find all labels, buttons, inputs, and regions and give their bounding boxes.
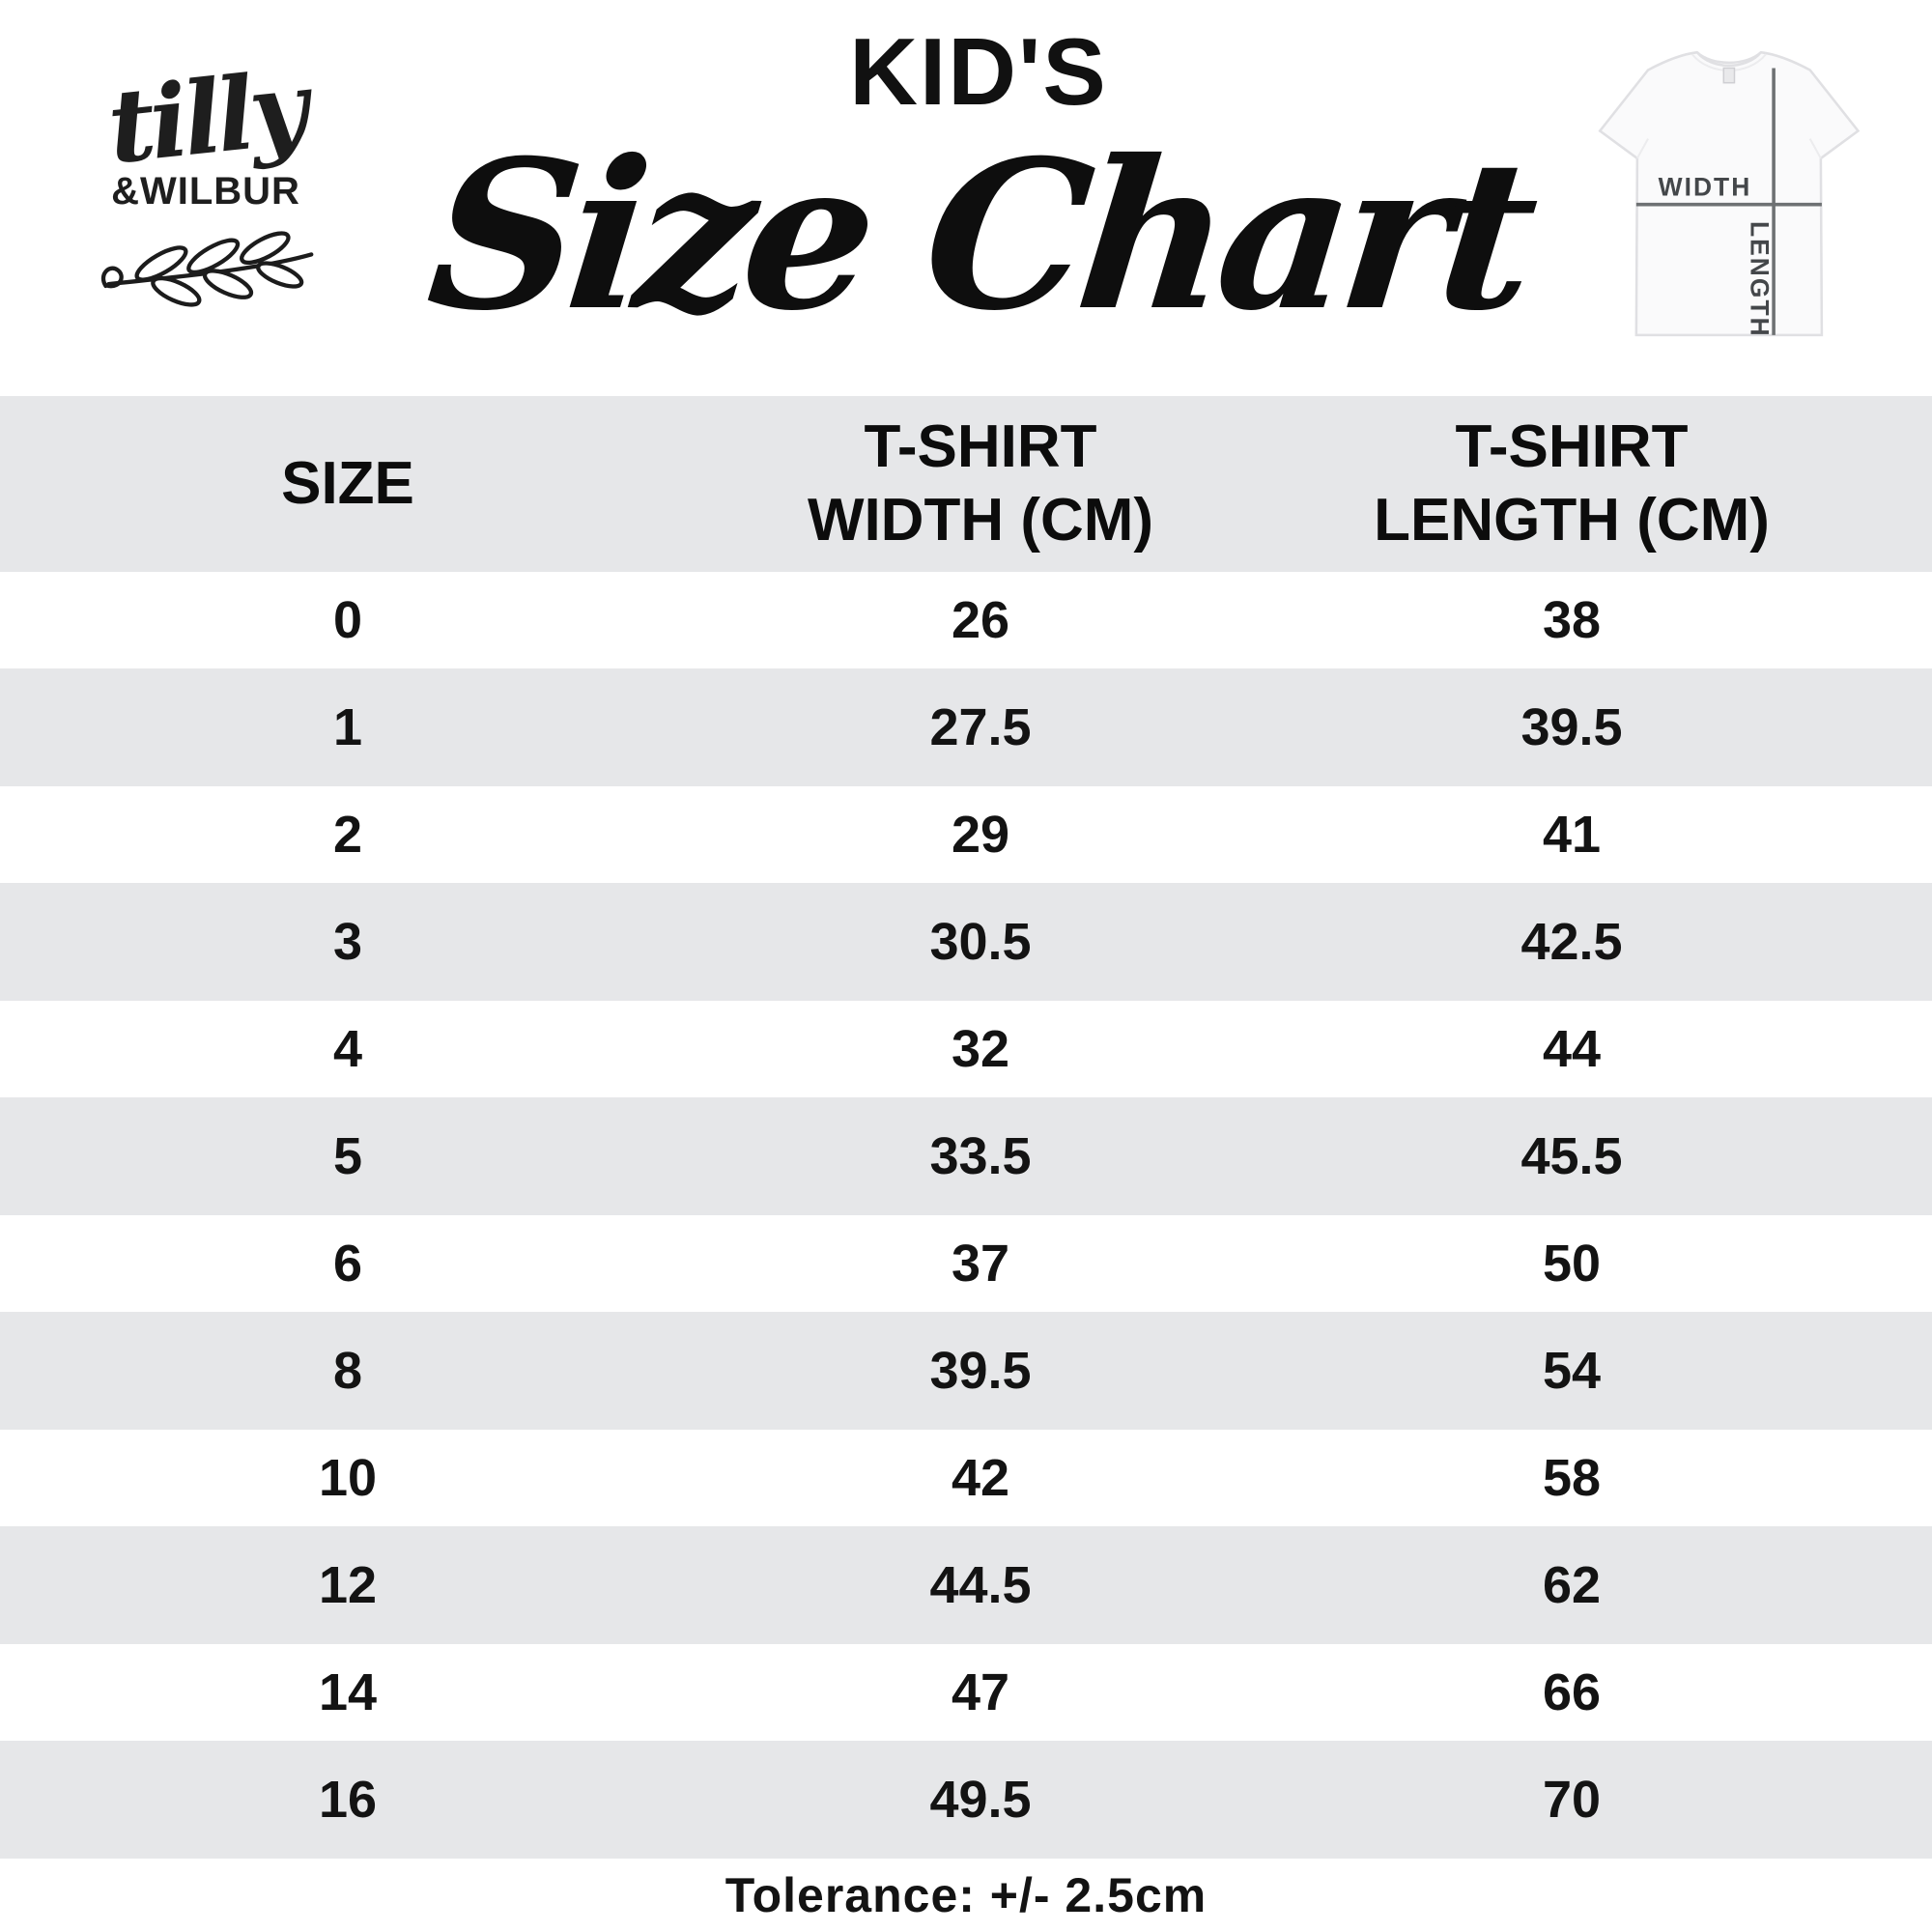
width-value: 26 <box>951 591 1010 649</box>
table-row-size-12: 12 44.5 62 <box>0 1526 1932 1644</box>
length-value: 50 <box>1542 1235 1602 1293</box>
size-value: 10 <box>318 1449 378 1507</box>
size-value: 2 <box>332 806 363 864</box>
width-value: 29 <box>951 806 1010 864</box>
table-row-size-14: 14 47 66 <box>0 1644 1932 1741</box>
length-value: 44 <box>1542 1020 1602 1078</box>
length-value: 39.5 <box>1520 698 1623 756</box>
table-row-size-8: 8 39.5 54 <box>0 1312 1932 1430</box>
width-value: 49.5 <box>929 1771 1032 1829</box>
width-value: 33.5 <box>929 1127 1032 1185</box>
length-value: 66 <box>1542 1663 1602 1721</box>
size-value: 3 <box>332 913 363 971</box>
table-row-size-1: 1 27.5 39.5 <box>0 668 1932 786</box>
size-value: 16 <box>318 1771 378 1829</box>
size-value: 14 <box>318 1663 378 1721</box>
column-header-size: SIZE <box>281 450 414 518</box>
table-row-size-4: 4 32 44 <box>0 1001 1932 1097</box>
column-header-length: T-SHIRT LENGTH (CM) <box>1265 411 1878 556</box>
width-value: 39.5 <box>929 1342 1032 1400</box>
column-header-width: T-SHIRT WIDTH (CM) <box>696 411 1265 556</box>
table-row-size-5: 5 33.5 45.5 <box>0 1097 1932 1215</box>
length-value: 41 <box>1542 806 1602 864</box>
length-label: LENGTH <box>1746 221 1775 338</box>
width-value: 42 <box>951 1449 1010 1507</box>
width-label: WIDTH <box>1659 173 1752 202</box>
page-kicker: KID'S <box>849 18 1108 125</box>
neck-tag <box>1722 67 1736 84</box>
length-value: 38 <box>1542 591 1602 649</box>
length-value: 62 <box>1542 1556 1602 1614</box>
length-value: 54 <box>1542 1342 1602 1400</box>
title-block: KID'S Size Chart <box>351 17 1606 355</box>
width-value: 27.5 <box>929 698 1032 756</box>
size-value: 1 <box>332 698 363 756</box>
width-value: 47 <box>951 1663 1010 1721</box>
width-value: 44.5 <box>929 1556 1032 1614</box>
tshirt-measure-diagram: WIDTH LENGTH <box>1594 41 1879 345</box>
laurel-branch-icon <box>85 219 327 313</box>
table-row-size-2: 2 29 41 <box>0 786 1932 883</box>
tshirt-shape <box>1598 50 1861 337</box>
size-value: 12 <box>318 1556 378 1614</box>
column-header-length-line2: LENGTH (CM) <box>1374 487 1770 554</box>
tolerance-note: Tolerance: +/- 2.5cm <box>724 1868 1208 1922</box>
size-table: SIZE T-SHIRT WIDTH (CM) T-SHIRT LENGTH (… <box>0 396 1932 1859</box>
table-row-size-0: 0 26 38 <box>0 572 1932 668</box>
column-header-length-line1: T-SHIRT <box>1455 413 1689 481</box>
length-value: 42.5 <box>1520 913 1623 971</box>
size-value: 4 <box>332 1020 363 1078</box>
length-value: 70 <box>1542 1771 1602 1829</box>
brand-name-caps: &WILBUR <box>111 170 300 213</box>
tolerance-row: Tolerance: +/- 2.5cm <box>0 1859 1932 1932</box>
size-value: 8 <box>332 1342 363 1400</box>
table-row-size-6: 6 37 50 <box>0 1215 1932 1312</box>
brand-logo: tilly &WILBUR <box>85 48 327 313</box>
width-value: 37 <box>951 1235 1010 1293</box>
size-value: 0 <box>332 591 363 649</box>
column-header-width-line1: T-SHIRT <box>864 413 1097 481</box>
page-title: Size Chart <box>418 115 1539 355</box>
width-value: 30.5 <box>929 913 1032 971</box>
masthead: tilly &WILBUR KID'S Size Chart <box>0 0 1932 396</box>
length-value: 58 <box>1542 1449 1602 1507</box>
width-value: 32 <box>951 1020 1010 1078</box>
length-value: 45.5 <box>1520 1127 1623 1185</box>
size-value: 6 <box>332 1235 363 1293</box>
table-header-row: SIZE T-SHIRT WIDTH (CM) T-SHIRT LENGTH (… <box>0 396 1932 572</box>
column-header-width-line2: WIDTH (CM) <box>807 487 1154 554</box>
table-row-size-3: 3 30.5 42.5 <box>0 883 1932 1001</box>
brand-name-script: tilly <box>102 47 309 187</box>
table-row-size-10: 10 42 58 <box>0 1430 1932 1526</box>
table-row-size-16: 16 49.5 70 <box>0 1741 1932 1859</box>
size-value: 5 <box>332 1127 363 1185</box>
